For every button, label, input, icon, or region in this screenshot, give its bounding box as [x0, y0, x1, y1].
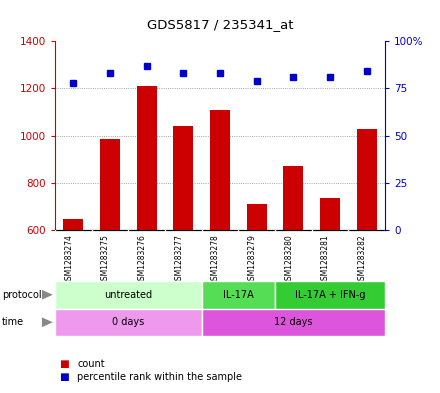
- Text: 12 days: 12 days: [274, 317, 312, 327]
- Text: GSM1283282: GSM1283282: [358, 234, 367, 285]
- Bar: [320, 198, 340, 230]
- Bar: [202, 281, 275, 309]
- Text: IL-17A + IFN-g: IL-17A + IFN-g: [295, 290, 365, 300]
- Text: GSM1283274: GSM1283274: [64, 234, 73, 285]
- Bar: [210, 110, 230, 230]
- Text: GSM1283281: GSM1283281: [321, 234, 330, 285]
- Bar: [356, 129, 377, 230]
- Text: time: time: [2, 317, 24, 327]
- Text: GSM1283280: GSM1283280: [284, 234, 293, 285]
- Text: GSM1283279: GSM1283279: [248, 234, 257, 285]
- Text: GSM1283277: GSM1283277: [174, 234, 183, 285]
- Bar: [202, 309, 385, 336]
- Bar: [55, 281, 202, 309]
- Text: ■: ■: [59, 372, 69, 382]
- Bar: [275, 281, 385, 309]
- Polygon shape: [42, 317, 53, 327]
- Text: percentile rank within the sample: percentile rank within the sample: [77, 372, 242, 382]
- Bar: [246, 204, 267, 230]
- Text: protocol: protocol: [2, 290, 42, 300]
- Text: GSM1283278: GSM1283278: [211, 234, 220, 285]
- Bar: [55, 309, 202, 336]
- Text: GSM1283276: GSM1283276: [138, 234, 147, 285]
- Polygon shape: [42, 290, 53, 300]
- Text: GSM1283275: GSM1283275: [101, 234, 110, 285]
- Text: 0 days: 0 days: [112, 317, 144, 327]
- Text: IL-17A: IL-17A: [223, 290, 254, 300]
- Text: count: count: [77, 358, 105, 369]
- Bar: [63, 219, 84, 230]
- Bar: [283, 166, 304, 230]
- Text: untreated: untreated: [104, 290, 152, 300]
- Bar: [136, 86, 157, 230]
- Bar: [173, 126, 194, 230]
- Text: GDS5817 / 235341_at: GDS5817 / 235341_at: [147, 18, 293, 31]
- Text: ■: ■: [59, 358, 69, 369]
- Bar: [100, 139, 120, 230]
